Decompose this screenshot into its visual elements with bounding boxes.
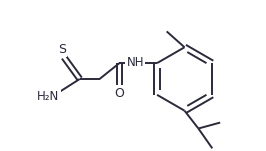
Text: O: O <box>114 87 124 100</box>
Text: H₂N: H₂N <box>37 90 59 103</box>
Text: S: S <box>58 43 66 56</box>
Text: NH: NH <box>127 56 144 69</box>
